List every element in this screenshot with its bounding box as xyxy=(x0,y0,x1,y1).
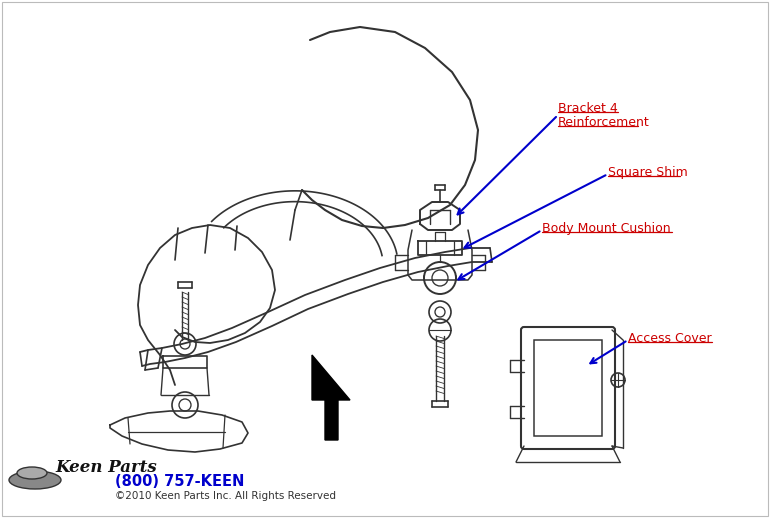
Text: Access Cover: Access Cover xyxy=(628,332,711,344)
Text: Keen Parts: Keen Parts xyxy=(55,459,157,477)
Polygon shape xyxy=(312,355,350,440)
Text: Body Mount Cushion: Body Mount Cushion xyxy=(542,222,671,235)
Text: Square Shim: Square Shim xyxy=(608,165,688,179)
Ellipse shape xyxy=(9,471,61,489)
Text: Reinforcement: Reinforcement xyxy=(558,116,650,128)
Ellipse shape xyxy=(17,467,47,479)
Bar xyxy=(534,340,602,436)
Text: (800) 757-KEEN: (800) 757-KEEN xyxy=(115,474,244,490)
Text: Bracket 4: Bracket 4 xyxy=(558,102,618,114)
Text: ©2010 Keen Parts Inc. All Rights Reserved: ©2010 Keen Parts Inc. All Rights Reserve… xyxy=(115,491,336,501)
